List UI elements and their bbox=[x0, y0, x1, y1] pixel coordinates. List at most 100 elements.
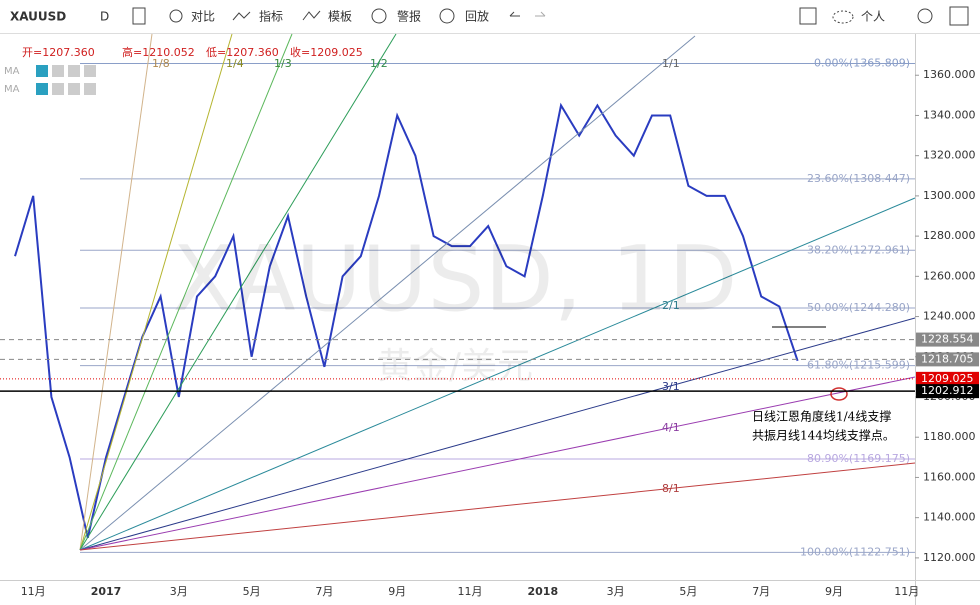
x-tick-label: 3月 bbox=[607, 585, 625, 598]
indicator-icon[interactable] bbox=[232, 11, 251, 21]
legend-ma[interactable]: MA bbox=[4, 66, 20, 77]
fib-label: 61.80%(1215.599) bbox=[807, 359, 910, 372]
x-tick-label: 5月 bbox=[243, 585, 261, 598]
legend-ma[interactable]: MA bbox=[4, 84, 20, 95]
fan-label: 2/1 bbox=[662, 299, 680, 312]
symbol[interactable]: XAUUSD bbox=[10, 10, 66, 24]
y-tick-label: 1300.000 bbox=[923, 189, 976, 202]
candle-icon[interactable] bbox=[132, 7, 146, 25]
user-menu[interactable]: 个人 bbox=[861, 10, 885, 24]
toolbar-item[interactable]: 模板 bbox=[328, 10, 352, 24]
legend: 开=1207.360 高=1210.052 低=1207.360 收=1209.… bbox=[4, 45, 363, 95]
fan-line bbox=[79, 376, 916, 551]
price-badge bbox=[916, 371, 979, 386]
support-circle bbox=[830, 387, 848, 401]
replay-icon[interactable] bbox=[439, 8, 455, 24]
fan-label: 4/1 bbox=[662, 421, 680, 434]
x-tick-label: 7月 bbox=[315, 585, 333, 598]
toolbar-item[interactable]: 警报 bbox=[397, 9, 421, 24]
gann-fan: 1/8 1/4 1/3 1/2 1/1 2/1 3/1 4/1 8/1 bbox=[79, 33, 916, 551]
x-tick-label: 11月 bbox=[894, 585, 919, 598]
ma-settings[interactable] bbox=[52, 65, 64, 77]
fan-label: 8/1 bbox=[662, 482, 680, 495]
fan-line bbox=[79, 35, 696, 551]
toolbar-item[interactable]: 指标 bbox=[259, 9, 283, 24]
y-tick-label: 1240.000 bbox=[923, 310, 976, 323]
fan-label: 1/1 bbox=[662, 57, 680, 70]
fullscreen-icon[interactable] bbox=[949, 6, 969, 26]
x-tick-label: 9月 bbox=[825, 585, 843, 598]
legend-ohlc: 低=1207.360 bbox=[206, 46, 279, 59]
x-tick-label: 3月 bbox=[170, 585, 188, 598]
x-tick-label: 2018 bbox=[527, 585, 558, 598]
price-label: 1228.554 bbox=[921, 333, 974, 346]
fan-line bbox=[79, 197, 916, 551]
y-tick-label: 1280.000 bbox=[923, 229, 976, 242]
ma-add[interactable] bbox=[68, 83, 80, 95]
toolbar: XAUUSD D 对比 指标 模板 警报 回放 个人 bbox=[10, 6, 969, 26]
annotation: 共振月线144均线支撑点。 bbox=[752, 428, 895, 443]
compare-icon[interactable] bbox=[169, 9, 183, 23]
redo-icon[interactable] bbox=[535, 11, 546, 17]
template-icon[interactable] bbox=[302, 10, 321, 21]
price-label: 1209.025 bbox=[921, 372, 974, 385]
layout-icon[interactable] bbox=[799, 7, 817, 25]
ma-toggle[interactable] bbox=[36, 83, 48, 95]
watermark-name: 黄金/美元 bbox=[377, 346, 533, 387]
x-tick-label: 11月 bbox=[21, 585, 46, 598]
price-label: 1202.912 bbox=[921, 384, 974, 397]
toolbar-item[interactable]: 对比 bbox=[191, 10, 215, 24]
y-tick-label: 1360.000 bbox=[923, 68, 976, 81]
legend-ohlc: 开=1207.360 bbox=[22, 46, 95, 59]
fan-label: 1/2 bbox=[370, 57, 388, 70]
price-label: 1218.705 bbox=[921, 352, 974, 365]
price-badge bbox=[916, 352, 979, 367]
ma-more[interactable] bbox=[84, 65, 96, 77]
fan-line bbox=[79, 33, 293, 551]
fib-label: 80.90%(1169.175) bbox=[807, 452, 910, 465]
y-tick-label: 1260.000 bbox=[923, 269, 976, 282]
plot: 0.00%(1365.809) 23.60%(1308.447) 38.20%(12… bbox=[14, 57, 915, 558]
fib-label: 23.60%(1308.447) bbox=[807, 172, 910, 185]
y-tick-label: 1160.000 bbox=[923, 470, 976, 483]
fan-label: 3/1 bbox=[662, 380, 680, 393]
legend-ohlc: 收=1209.025 bbox=[290, 45, 363, 59]
ma-settings[interactable] bbox=[52, 83, 64, 95]
y-tick-label: 1140.000 bbox=[923, 511, 976, 524]
fan-label: 1/4 bbox=[226, 57, 244, 70]
ma-add[interactable] bbox=[68, 65, 80, 77]
cloud-icon[interactable] bbox=[832, 10, 854, 24]
x-tick-label: 9月 bbox=[388, 585, 406, 598]
fan-line bbox=[79, 317, 916, 551]
fan-label: 1/8 bbox=[152, 57, 170, 70]
fan-line bbox=[79, 462, 916, 551]
ma-more[interactable] bbox=[84, 83, 96, 95]
fan-line bbox=[79, 33, 153, 551]
alert-icon[interactable] bbox=[371, 8, 387, 24]
y-tick-label: 1320.000 bbox=[923, 149, 976, 162]
ma-toggle[interactable] bbox=[36, 65, 48, 77]
price-badge bbox=[916, 384, 979, 399]
x-tick-label: 7月 bbox=[752, 585, 770, 598]
toolbar-item[interactable]: 回放 bbox=[465, 9, 489, 24]
x-tick-label: 5月 bbox=[679, 585, 697, 598]
x-tick-label: 11月 bbox=[458, 585, 483, 598]
annotation: 日线江恩角度线1/4线支撑 bbox=[752, 409, 891, 424]
y-tick-label: 1180.000 bbox=[923, 430, 976, 443]
fan-line bbox=[79, 33, 233, 551]
price-line-series bbox=[14, 102, 799, 538]
fib-label: 38.20%(1272.961) bbox=[807, 243, 910, 256]
settings-icon[interactable] bbox=[917, 8, 933, 24]
legend-ohlc: 高=1210.052 bbox=[122, 45, 195, 59]
fan-line bbox=[79, 33, 397, 551]
y-tick-label: 1120.000 bbox=[923, 551, 976, 564]
fib-label: 0.00%(1365.809) bbox=[814, 57, 910, 70]
fan-label: 1/3 bbox=[274, 57, 292, 70]
watermark-symbol: XAUUSD, 1D bbox=[172, 227, 737, 332]
y-tick-label: 1340.000 bbox=[923, 108, 976, 121]
x-tick-label: 2017 bbox=[91, 585, 122, 598]
undo-icon[interactable] bbox=[509, 11, 520, 17]
interval[interactable]: D bbox=[100, 10, 109, 24]
